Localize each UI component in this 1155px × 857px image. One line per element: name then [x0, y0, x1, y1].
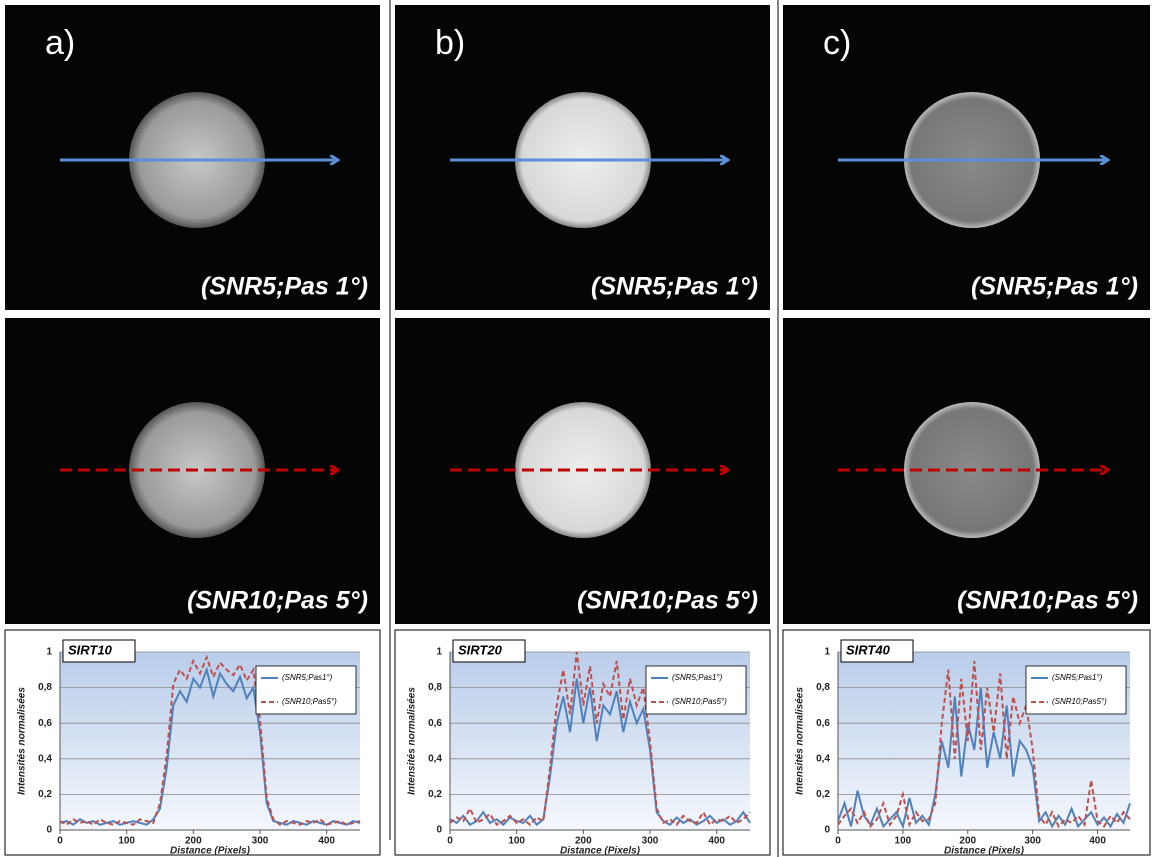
x-axis-label: Distance (Pixels)	[560, 846, 641, 857]
y-tick-label: 0,8	[816, 682, 830, 693]
x-tick-label: 0	[447, 836, 453, 847]
y-tick-label: 0,2	[38, 789, 52, 800]
x-tick-label: 300	[1024, 836, 1041, 847]
series-line	[449, 678, 751, 827]
y-tick-label: 1	[824, 647, 830, 658]
x-tick-label: 200	[959, 836, 976, 847]
legend-box	[645, 665, 747, 715]
x-tick-label: 0	[57, 836, 63, 847]
x-tick-label: 0	[835, 836, 841, 847]
caption: (SNR5;Pas 1°)	[201, 273, 368, 301]
x-tick-label: 100	[118, 836, 135, 847]
caption: (SNR10;Pas 5°)	[577, 587, 758, 615]
caption: (SNR10;Pas 5°)	[187, 587, 368, 615]
y-tick-label: 0	[824, 825, 830, 836]
y-axis-label: Intensités normalisées	[407, 687, 418, 795]
legend-label: (SNR10;Pas5°)	[282, 697, 337, 706]
chart-title: SIRT10	[68, 642, 113, 657]
y-tick-label: 1	[46, 647, 52, 658]
legend-label: (SNR5;Pas1°)	[282, 673, 333, 682]
chart-title: SIRT20	[458, 642, 503, 657]
y-axis-label: Intensités normalisées	[795, 687, 806, 795]
series-line	[837, 660, 1131, 829]
x-tick-label: 300	[642, 836, 659, 847]
y-tick-label: 1	[436, 647, 442, 658]
chart-title: SIRT40	[846, 642, 891, 657]
y-tick-label: 0,6	[816, 718, 830, 729]
y-tick-label: 0	[436, 825, 442, 836]
y-tick-label: 0,8	[428, 682, 442, 693]
legend-box	[1025, 665, 1127, 715]
series-line	[449, 651, 751, 827]
series-line	[59, 654, 361, 826]
legend-box	[255, 665, 357, 715]
caption: (SNR5;Pas 1°)	[971, 273, 1138, 301]
x-tick-label: 400	[318, 836, 335, 847]
x-axis-label: Distance (Pixels)	[170, 846, 251, 857]
panel-label: a)	[45, 24, 75, 62]
x-axis-label: Distance (Pixels)	[944, 846, 1025, 857]
legend-label: (SNR10;Pas5°)	[1052, 697, 1107, 706]
title-box	[452, 639, 526, 663]
x-tick-label: 100	[508, 836, 525, 847]
x-tick-label: 400	[708, 836, 725, 847]
y-tick-label: 0,6	[38, 718, 52, 729]
panel-label: c)	[823, 24, 851, 62]
legend-label: (SNR5;Pas1°)	[672, 673, 723, 682]
x-tick-label: 200	[575, 836, 592, 847]
y-tick-label: 0,4	[38, 753, 52, 764]
y-tick-label: 0,8	[38, 682, 52, 693]
y-tick-label: 0,2	[428, 789, 442, 800]
legend-label: (SNR10;Pas5°)	[672, 697, 727, 706]
title-box	[840, 639, 914, 663]
caption: (SNR5;Pas 1°)	[591, 273, 758, 301]
x-tick-label: 100	[895, 836, 912, 847]
y-tick-label: 0,2	[816, 789, 830, 800]
panel-label: b)	[435, 24, 465, 62]
legend-label: (SNR5;Pas1°)	[1052, 673, 1103, 682]
y-axis-label: Intensités normalisées	[17, 687, 28, 795]
x-tick-label: 300	[252, 836, 269, 847]
x-tick-label: 400	[1089, 836, 1106, 847]
y-tick-label: 0,6	[428, 718, 442, 729]
y-tick-label: 0	[46, 825, 52, 836]
y-tick-label: 0,4	[428, 753, 442, 764]
x-tick-label: 200	[185, 836, 202, 847]
title-box	[62, 639, 136, 663]
y-tick-label: 0,4	[816, 753, 830, 764]
caption: (SNR10;Pas 5°)	[957, 587, 1138, 615]
